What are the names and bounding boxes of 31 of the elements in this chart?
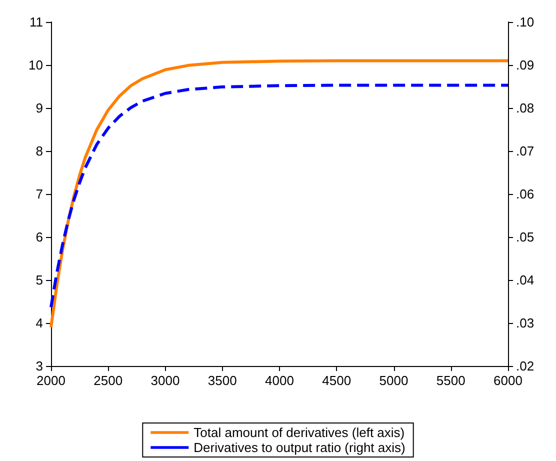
line-series: [50, 84, 510, 309]
line-series: [50, 59, 510, 329]
y2-tick-label: .04: [516, 272, 534, 288]
x-tick-label: 6000: [494, 373, 522, 388]
x-tick-label: 4500: [322, 373, 352, 388]
y-tick-label: 11: [30, 14, 43, 30]
y2-tick-label: .07: [516, 144, 534, 158]
x-tick-label: 5000: [379, 373, 408, 388]
y-tick-label: 7: [36, 186, 43, 202]
y-tick-label: 9: [36, 100, 43, 116]
x-tick-label: 2000: [36, 373, 66, 388]
legend-label: Derivatives to output ratio (right axis): [194, 440, 406, 455]
y-tick-label: 10: [28, 58, 43, 72]
y2-tick-label: .02: [516, 358, 534, 374]
y2-tick-label: .09: [516, 58, 534, 72]
y2-tick-label: .08: [516, 100, 534, 116]
y-tick-label: 4: [36, 316, 43, 330]
y-tick-label: 5: [36, 272, 43, 288]
x-tick-label: 2500: [94, 373, 123, 388]
y2-tick-label: .05: [516, 230, 534, 244]
x-tick-label: 4000: [265, 373, 294, 388]
x-tick-label: 3000: [150, 373, 180, 388]
x-tick-label: 5500: [436, 373, 466, 388]
y2-tick-label: .06: [516, 186, 534, 202]
y-tick-label: 8: [36, 144, 43, 158]
legend-label: Total amount of derivatives (left axis): [194, 425, 405, 440]
y-tick-label: 3: [36, 358, 43, 374]
y2-tick-label: .10: [516, 14, 534, 30]
y2-tick-label: .03: [516, 316, 534, 330]
x-tick-label: 3500: [208, 373, 237, 388]
y-tick-label: 6: [36, 230, 43, 244]
